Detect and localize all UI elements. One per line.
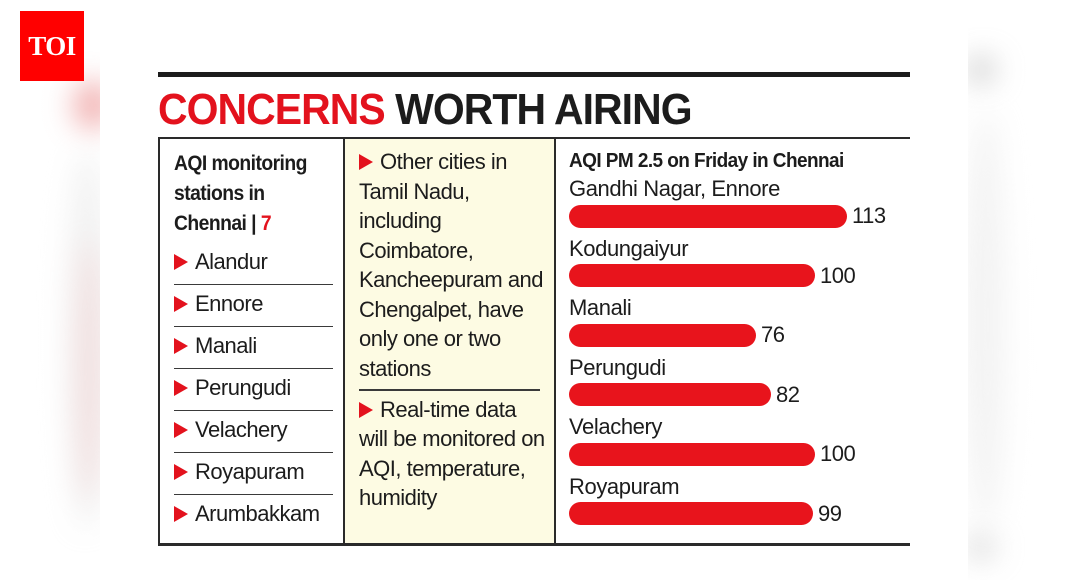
station-item: Manali — [174, 327, 333, 369]
station-item: Alandur — [174, 243, 333, 285]
heading-line: AQI monitoring — [174, 152, 307, 175]
bar — [569, 323, 756, 347]
bar-value: 76 — [761, 322, 785, 347]
aqi-chart: AQI PM 2.5 on Friday in Chennai Gandhi N… — [556, 139, 910, 543]
station-name: Perungudi — [195, 375, 291, 400]
bar-label: Perungudi — [569, 354, 666, 380]
notes-panel: Other cities in Tamil Nadu, including Co… — [345, 139, 556, 543]
heading-line: Chennai | 7 — [174, 209, 340, 239]
arrow-bullet-icon — [174, 506, 188, 522]
station-list: Alandur Ennore Manali Perungudi Velacher… — [174, 243, 333, 537]
bar-label: Gandhi Nagar, Ennore — [569, 176, 780, 201]
bar-group: Royapuram 99 — [569, 473, 910, 533]
bar-group: Velachery 100 — [569, 413, 910, 473]
logo-text: TOI — [28, 30, 76, 61]
bar — [569, 502, 813, 525]
bar — [569, 204, 847, 228]
bar-value: 113 — [852, 203, 886, 228]
note-text: Real-time data will be monitored on AQI,… — [359, 396, 545, 511]
title-black: WORTH AIRING — [395, 85, 692, 134]
station-count: 7 — [260, 212, 272, 235]
arrow-bullet-icon — [174, 338, 188, 354]
station-name: Manali — [195, 333, 257, 358]
chart-title: AQI PM 2.5 on Friday in Chennai — [569, 150, 844, 172]
bar-group: Kodungaiyur 100 — [569, 235, 910, 295]
toi-logo[interactable]: TOI — [20, 11, 84, 81]
arrow-bullet-icon — [174, 296, 188, 312]
station-name: Royapuram — [195, 459, 305, 484]
station-item: Perungudi — [174, 369, 333, 411]
bar-value: 99 — [818, 500, 842, 526]
station-item: Velachery — [174, 411, 333, 453]
station-name: Arumbakkam — [195, 501, 320, 526]
bar-label: Manali — [569, 295, 632, 320]
station-name: Ennore — [195, 291, 263, 316]
heading-text: Chennai | — [174, 212, 261, 235]
infographic: CONCERNS WORTH AIRING AQI monitoring sta… — [158, 72, 910, 546]
bar-label: Kodungaiyur — [569, 235, 689, 261]
note-item: Other cities in Tamil Nadu, including Co… — [359, 147, 546, 383]
station-item: Arumbakkam — [174, 495, 333, 537]
bar-group: Perungudi 82 — [569, 354, 910, 414]
bar-list: Gandhi Nagar, Ennore 113 Kodungaiyur 100… — [569, 175, 910, 532]
bar-label: Royapuram — [569, 473, 680, 499]
bar — [569, 442, 815, 466]
station-item: Ennore — [174, 285, 333, 327]
arrow-bullet-icon — [174, 422, 188, 438]
bar-group: Gandhi Nagar, Ennore 113 — [569, 175, 910, 235]
bar-value: 100 — [820, 441, 856, 466]
note-divider — [359, 389, 540, 391]
top-rule — [158, 72, 910, 77]
note-item: Real-time data will be monitored on AQI,… — [359, 395, 546, 513]
background-blur-right — [968, 0, 1068, 580]
bar-label: Velachery — [569, 414, 663, 439]
background-blur-left — [0, 0, 100, 580]
stations-panel: AQI monitoring stations in Chennai | 7 A… — [160, 139, 345, 543]
stations-heading: AQI monitoring stations in Chennai | 7 — [174, 149, 340, 239]
bar-value: 100 — [820, 262, 856, 288]
station-name: Velachery — [195, 417, 288, 442]
heading-line: stations in — [174, 182, 265, 205]
arrow-bullet-icon — [174, 464, 188, 480]
infographic-title: CONCERNS WORTH AIRING — [158, 85, 857, 135]
station-name: Alandur — [195, 249, 268, 274]
arrow-bullet-icon — [359, 401, 373, 418]
note-text: Other cities in Tamil Nadu, including Co… — [359, 149, 544, 381]
bar-value: 82 — [776, 381, 800, 407]
title-red: CONCERNS — [158, 85, 386, 134]
bar-group: Manali 76 — [569, 294, 910, 354]
info-table: AQI monitoring stations in Chennai | 7 A… — [158, 137, 910, 546]
bar — [569, 383, 771, 406]
station-item: Royapuram — [174, 453, 333, 495]
arrow-bullet-icon — [359, 154, 373, 170]
arrow-bullet-icon — [174, 380, 188, 396]
arrow-bullet-icon — [174, 254, 188, 270]
bar — [569, 264, 815, 287]
